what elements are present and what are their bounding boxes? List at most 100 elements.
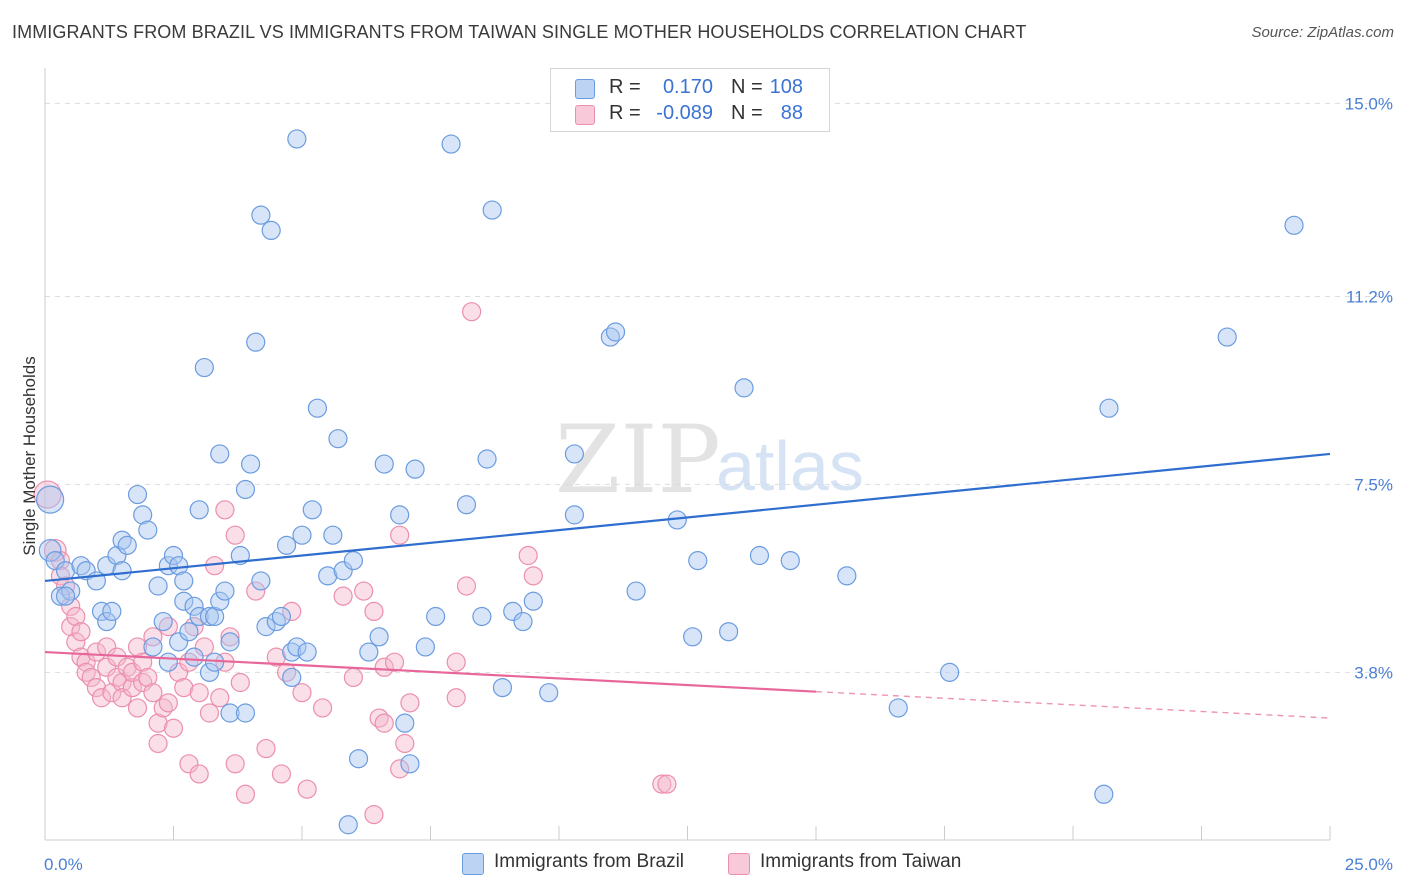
n-label: N =: [731, 102, 763, 124]
taiwan-point: [153, 698, 173, 718]
n-label: N =: [731, 76, 763, 98]
taiwan-point: [462, 302, 482, 322]
tick-labels: 3.8% 7.5% 11.2% 15.0% 0.0% 25.0%: [44, 94, 1393, 874]
taiwan-point: [91, 688, 112, 708]
taiwan-trend-line-dashed: [815, 690, 1331, 719]
watermark-atlas: atlas: [716, 427, 864, 505]
y-tick-label: 11.2%: [1346, 287, 1393, 306]
taiwan-point: [97, 657, 117, 677]
r-value: -0.089: [656, 102, 713, 124]
brazil-point: [61, 581, 81, 601]
brazil-point: [205, 606, 225, 627]
axes: [44, 68, 1331, 841]
brazil-point: [564, 444, 585, 464]
taiwan-point: [225, 754, 245, 774]
brazil-point: [318, 566, 338, 586]
taiwan-point: [369, 708, 389, 728]
brazil-point: [230, 545, 250, 566]
taiwan-point: [390, 525, 410, 545]
taiwan-point: [199, 703, 220, 723]
legend-label-brazil: Immigrants from Brazil: [494, 851, 685, 872]
brazil-point: [323, 525, 343, 545]
taiwan-point: [148, 733, 168, 754]
brazil-point: [426, 606, 446, 627]
brazil-point: [133, 505, 153, 525]
brazil-point: [405, 459, 425, 479]
n-value: 88: [780, 102, 803, 124]
series-legend: Immigrants from Brazil Immigrants from T…: [0, 851, 1406, 877]
brazil-point: [456, 495, 477, 515]
brazil-point: [888, 698, 908, 718]
brazil-point: [837, 566, 857, 586]
brazil-point: [184, 647, 204, 667]
brazil-point: [1217, 327, 1237, 347]
taiwan-swatch: [575, 105, 595, 125]
n-value: 108: [769, 76, 803, 98]
brazil-point: [102, 601, 122, 622]
brazil-point: [523, 591, 543, 611]
brazil-point: [400, 754, 420, 774]
brazil-point: [605, 322, 626, 342]
brazil-point: [143, 637, 163, 657]
taiwan-point: [33, 480, 62, 509]
taiwan-point: [138, 667, 158, 688]
brazil-point: [174, 591, 194, 611]
taiwan-point: [395, 733, 415, 754]
r-label: R =: [609, 102, 641, 124]
brazil-point: [359, 642, 379, 662]
brazil-point: [36, 485, 65, 514]
taiwan-point: [333, 586, 353, 606]
brazil-point: [940, 662, 960, 682]
brazil-point: [163, 545, 184, 566]
trend-lines: [44, 452, 1331, 719]
brazil-point: [169, 556, 189, 576]
y-tick-label: 7.5%: [1354, 475, 1393, 494]
taiwan-point: [81, 667, 101, 688]
taiwan-point: [143, 627, 163, 647]
y-tick-label: 3.8%: [1354, 663, 1393, 682]
taiwan-point: [122, 662, 142, 682]
brazil-point: [292, 525, 312, 545]
brazil-point: [503, 601, 523, 622]
taiwan-point: [66, 606, 86, 627]
taiwan-point: [86, 642, 107, 662]
brazil-point: [302, 500, 322, 520]
taiwan-point: [143, 683, 163, 703]
brazil-point: [390, 505, 410, 525]
brazil-point: [194, 357, 214, 378]
taiwan-point: [133, 672, 153, 693]
brazil-swatch: [462, 853, 484, 875]
taiwan-point: [225, 525, 245, 545]
taiwan-point: [184, 617, 204, 637]
brazil-point: [174, 571, 194, 591]
brazil-point: [235, 703, 256, 723]
brazil-point: [220, 632, 240, 652]
taiwan-point: [390, 759, 410, 779]
taiwan-point: [179, 652, 199, 672]
brazil-point: [539, 683, 559, 703]
taiwan-point: [271, 764, 292, 784]
brazil-point: [600, 327, 621, 347]
brazil-point: [749, 545, 770, 566]
brazil-point: [369, 627, 389, 647]
taiwan-point: [102, 683, 122, 703]
taiwan-point: [179, 754, 199, 774]
taiwan-point: [61, 617, 81, 637]
taiwan-point: [148, 713, 168, 733]
taiwan-point: [76, 662, 96, 682]
taiwan-point: [456, 576, 477, 596]
taiwan-point: [446, 688, 466, 708]
brazil-point: [415, 637, 435, 657]
brazil-point: [564, 505, 585, 525]
taiwan-point: [657, 774, 677, 794]
brazil-point: [246, 332, 266, 352]
brazil-point: [441, 134, 461, 154]
brazil-point: [189, 606, 209, 627]
brazil-point: [477, 449, 497, 469]
taiwan-point: [61, 596, 81, 616]
brazil-point: [138, 520, 158, 540]
taiwan-point: [189, 764, 209, 784]
taiwan-point: [374, 713, 394, 733]
brazil-point: [235, 479, 256, 500]
